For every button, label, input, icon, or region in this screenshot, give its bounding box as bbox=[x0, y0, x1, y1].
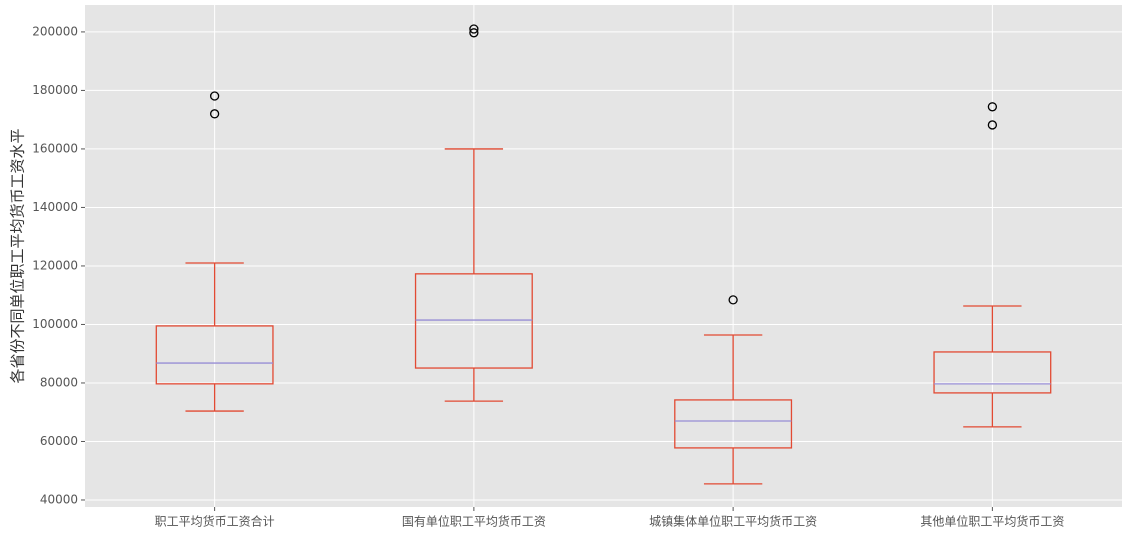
box bbox=[674, 399, 793, 449]
outlier bbox=[209, 91, 220, 101]
x-tick-label: 其他单位职工平均货币工资 bbox=[920, 514, 1064, 529]
y-tick-label: 80000 bbox=[40, 375, 78, 389]
y-axis-label: 各省份不同单位职工平均货币工资水平 bbox=[9, 128, 27, 383]
y-tick-label: 200000 bbox=[32, 24, 78, 38]
outlier bbox=[209, 109, 220, 119]
x-tick-label: 国有单位职工平均货币工资 bbox=[402, 514, 546, 529]
x-tick-label: 职工平均货币工资合计 bbox=[155, 514, 275, 529]
y-tick-label: 120000 bbox=[32, 258, 78, 272]
y-tick-label: 60000 bbox=[40, 434, 78, 448]
outlier bbox=[469, 28, 479, 38]
box bbox=[414, 273, 533, 369]
y-tick-label: 40000 bbox=[40, 492, 78, 506]
outlier bbox=[987, 102, 998, 112]
y-tick-label: 140000 bbox=[32, 200, 78, 214]
outlier bbox=[469, 24, 479, 34]
outlier bbox=[987, 120, 998, 130]
x-tick-label: 城镇集体单位职工平均货币工资 bbox=[649, 514, 817, 529]
plot-area bbox=[85, 5, 1122, 507]
y-tick-label: 100000 bbox=[32, 317, 78, 331]
box bbox=[933, 351, 1052, 394]
y-tick-label: 180000 bbox=[32, 83, 78, 97]
y-tick-label: 160000 bbox=[32, 141, 78, 155]
box bbox=[155, 325, 274, 385]
outlier bbox=[728, 295, 738, 305]
